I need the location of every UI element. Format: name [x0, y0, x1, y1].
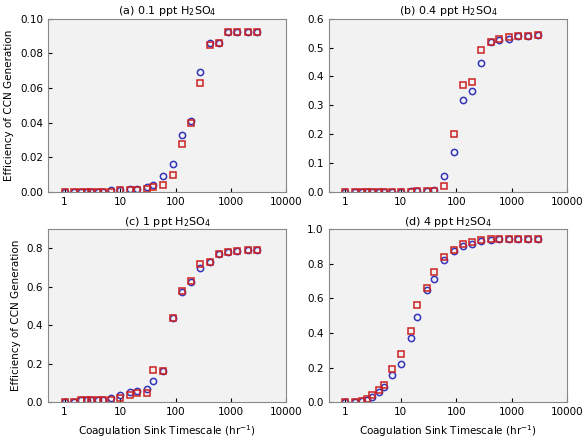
Title: (d) 4 ppt H$_2$SO$_4$: (d) 4 ppt H$_2$SO$_4$ — [404, 215, 492, 229]
Y-axis label: Efficiency of CCN Generation: Efficiency of CCN Generation — [11, 240, 21, 391]
X-axis label: Coagulation Sink Timescale (hr$^{-1}$): Coagulation Sink Timescale (hr$^{-1}$) — [359, 423, 537, 439]
X-axis label: Coagulation Sink Timescale (hr$^{-1}$): Coagulation Sink Timescale (hr$^{-1}$) — [78, 423, 256, 439]
Y-axis label: Efficiency of CCN Generation: Efficiency of CCN Generation — [5, 30, 15, 181]
Title: (b) 0.4 ppt H$_2$SO$_4$: (b) 0.4 ppt H$_2$SO$_4$ — [399, 4, 497, 19]
Title: (c) 1 ppt H$_2$SO$_4$: (c) 1 ppt H$_2$SO$_4$ — [123, 215, 211, 229]
Title: (a) 0.1 ppt H$_2$SO$_4$: (a) 0.1 ppt H$_2$SO$_4$ — [118, 4, 216, 19]
